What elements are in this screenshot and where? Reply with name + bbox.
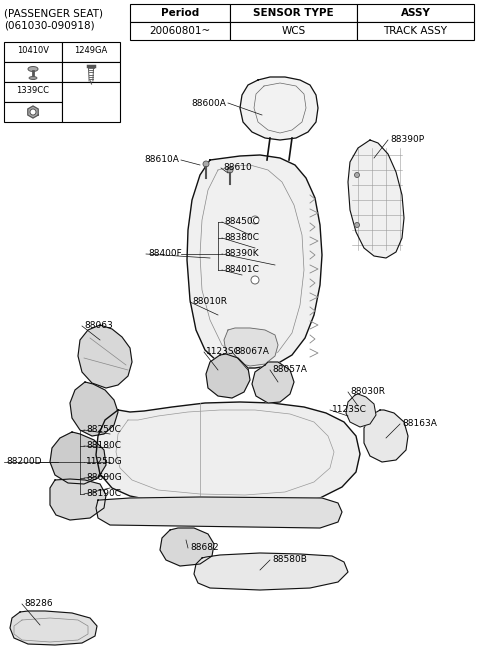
Bar — [357, 22, 474, 40]
Text: 88390P: 88390P — [390, 136, 424, 144]
Polygon shape — [206, 354, 250, 398]
Text: 88180C: 88180C — [86, 441, 121, 451]
Polygon shape — [194, 553, 348, 590]
Circle shape — [203, 161, 209, 167]
Text: Period: Period — [161, 8, 199, 18]
Polygon shape — [364, 410, 408, 462]
Bar — [230, 4, 357, 22]
Polygon shape — [10, 611, 97, 645]
Polygon shape — [346, 394, 376, 427]
Circle shape — [251, 276, 259, 284]
Polygon shape — [348, 140, 404, 258]
Text: 88010R: 88010R — [192, 298, 227, 306]
Circle shape — [227, 167, 233, 173]
Bar — [4, 82, 62, 102]
Polygon shape — [70, 382, 118, 436]
Polygon shape — [240, 77, 318, 140]
Text: 88682: 88682 — [190, 544, 218, 552]
Text: (061030-090918): (061030-090918) — [4, 20, 95, 30]
Bar — [4, 42, 62, 62]
Bar — [230, 22, 357, 40]
Text: 88401C: 88401C — [224, 266, 259, 274]
Text: 1123SC: 1123SC — [332, 405, 367, 415]
Bar — [62, 62, 120, 82]
Ellipse shape — [29, 77, 37, 79]
Polygon shape — [78, 325, 132, 388]
Text: 1123SC: 1123SC — [206, 348, 241, 356]
Text: SENSOR TYPE: SENSOR TYPE — [253, 8, 334, 18]
Text: 20060801~: 20060801~ — [149, 26, 211, 36]
Polygon shape — [187, 155, 322, 368]
Bar — [4, 102, 62, 122]
Bar — [62, 82, 120, 122]
Text: 1249GA: 1249GA — [74, 46, 108, 55]
Text: ASSY: ASSY — [401, 8, 431, 18]
Text: 1125DG: 1125DG — [86, 457, 123, 466]
Ellipse shape — [28, 66, 38, 72]
Text: 88286: 88286 — [24, 600, 53, 609]
Text: 88600G: 88600G — [86, 474, 122, 483]
Text: 88580B: 88580B — [272, 556, 307, 565]
Bar — [4, 62, 62, 82]
Circle shape — [355, 222, 360, 228]
Text: 88063: 88063 — [84, 321, 113, 331]
Circle shape — [251, 216, 259, 224]
Circle shape — [355, 173, 360, 178]
Text: 88400F: 88400F — [148, 249, 182, 258]
Text: 88450C: 88450C — [224, 218, 259, 226]
Bar — [130, 4, 230, 22]
Text: WCS: WCS — [281, 26, 306, 36]
Text: 1339CC: 1339CC — [16, 86, 49, 95]
Polygon shape — [28, 106, 38, 118]
Text: (PASSENGER SEAT): (PASSENGER SEAT) — [4, 8, 103, 18]
Bar — [357, 4, 474, 22]
Polygon shape — [252, 362, 294, 403]
Text: 88163A: 88163A — [402, 419, 437, 428]
Bar — [130, 22, 230, 40]
Text: 88610A: 88610A — [144, 155, 179, 165]
Text: 88057A: 88057A — [272, 365, 307, 375]
Bar — [62, 42, 120, 62]
Text: TRACK ASSY: TRACK ASSY — [384, 26, 447, 36]
Polygon shape — [160, 528, 214, 566]
Text: 10410V: 10410V — [17, 46, 49, 55]
Text: 88200D: 88200D — [6, 457, 41, 466]
Polygon shape — [50, 432, 106, 484]
Polygon shape — [96, 497, 342, 528]
Text: 88190C: 88190C — [86, 489, 121, 499]
Polygon shape — [96, 402, 360, 506]
Circle shape — [30, 109, 36, 115]
Polygon shape — [50, 479, 106, 520]
Text: 88067A: 88067A — [234, 348, 269, 356]
Text: 88390K: 88390K — [224, 249, 259, 258]
Text: 88250C: 88250C — [86, 426, 121, 434]
Polygon shape — [224, 328, 278, 366]
Text: 88380C: 88380C — [224, 234, 259, 243]
Text: 88610: 88610 — [223, 163, 252, 173]
Text: 88600A: 88600A — [191, 98, 226, 108]
Text: 88030R: 88030R — [350, 388, 385, 396]
